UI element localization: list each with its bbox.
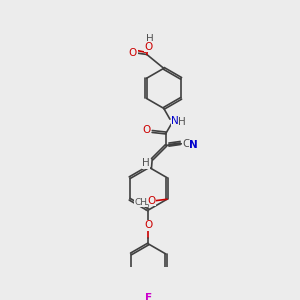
Text: N: N <box>189 140 198 150</box>
Text: 3: 3 <box>145 204 149 213</box>
Text: H: H <box>146 34 154 44</box>
Text: O: O <box>144 220 152 230</box>
Text: O: O <box>144 42 152 52</box>
Text: F: F <box>145 293 152 300</box>
Text: H: H <box>178 117 186 127</box>
Text: H: H <box>142 158 150 168</box>
Text: CH: CH <box>134 198 147 207</box>
Text: C: C <box>182 139 190 149</box>
Text: O: O <box>129 48 137 58</box>
Text: O: O <box>142 125 150 135</box>
Text: N: N <box>171 116 179 126</box>
Text: O: O <box>148 196 156 206</box>
